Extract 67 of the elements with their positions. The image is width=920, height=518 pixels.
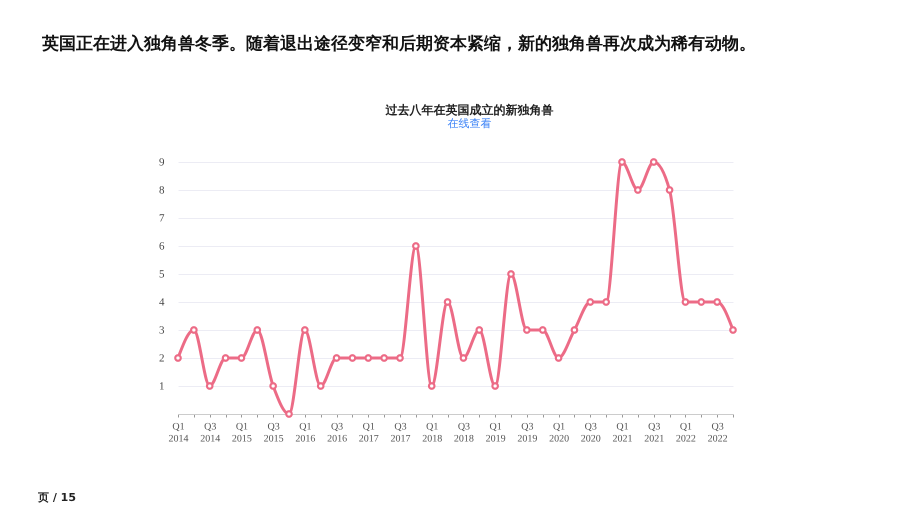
- point: [269, 382, 277, 390]
- y-tick-label: 1: [159, 380, 164, 392]
- x-tick-label: Q1 2018: [422, 422, 442, 444]
- x-tick-label: Q3 2017: [390, 422, 410, 444]
- chart-subtitle: 在线查看: [448, 117, 492, 130]
- point: [729, 326, 737, 334]
- x-tick-label: Q1 2017: [358, 422, 379, 444]
- point: [428, 382, 436, 390]
- point: [523, 326, 531, 334]
- point: [348, 354, 356, 362]
- point: [174, 354, 182, 362]
- point: [285, 410, 293, 418]
- x-tick-label: Q1 2022: [676, 422, 696, 444]
- x-tick-label: Q3 2020: [580, 422, 601, 444]
- x-tick-label: Q3 2014: [200, 422, 220, 444]
- y-tick-label: 7: [159, 212, 165, 224]
- x-tick-label: Q1 2016: [295, 422, 316, 444]
- text: 页 / 15: [37, 491, 76, 504]
- text: 英国正在进入独角兽冬季。随着退出途径变窄和后期资本紧缩，新的独角兽再次成为稀有动物。: [41, 34, 756, 54]
- x-tick-label: Q3 2019: [517, 422, 538, 444]
- point: [586, 298, 594, 306]
- point: [253, 326, 262, 334]
- point: [316, 382, 325, 390]
- point: [412, 242, 420, 250]
- point: [538, 326, 547, 334]
- point: [332, 354, 340, 362]
- point: [682, 298, 690, 306]
- point: [190, 326, 198, 334]
- y-tick-label: 5: [159, 268, 165, 280]
- point: [618, 158, 626, 166]
- point: [570, 326, 578, 334]
- x-tick-label: Q1 2014: [168, 422, 188, 444]
- y-tick-label: 9: [159, 156, 165, 168]
- x-tick-label: Q1 2015: [232, 422, 252, 444]
- x-tick-label: Q1 2019: [486, 422, 506, 444]
- point: [206, 382, 214, 390]
- point: [396, 354, 404, 362]
- y-tick-label: 2: [159, 352, 164, 364]
- point: [634, 186, 642, 194]
- x-tick-label: Q3 2015: [264, 422, 284, 444]
- x-tick-label: Q1 2021: [612, 422, 632, 444]
- point: [222, 354, 230, 362]
- point: [364, 354, 372, 362]
- chart-title: 过去八年在英国成立的新独角兽: [384, 103, 554, 117]
- x-tick-label: Q3 2022: [708, 422, 728, 444]
- y-tick-label: 6: [159, 240, 165, 252]
- x-tick-label: Q1 2020: [549, 422, 570, 444]
- y-tick-label: 8: [159, 184, 165, 196]
- point: [650, 158, 658, 166]
- point: [380, 354, 388, 362]
- y-tick-label: 4: [159, 296, 165, 308]
- point: [444, 298, 452, 306]
- point: [491, 382, 499, 390]
- point: [554, 354, 562, 362]
- point: [475, 326, 484, 334]
- x-tick-label: Q3 2018: [454, 422, 474, 444]
- point: [602, 298, 610, 306]
- point: [713, 298, 721, 306]
- y-tick-label: 3: [159, 324, 165, 336]
- point: [666, 186, 674, 194]
- x-tick-label: Q3 2021: [644, 422, 664, 444]
- x-tick-label: Q3 2016: [327, 422, 348, 444]
- point: [301, 326, 309, 334]
- point: [697, 298, 706, 306]
- point: [238, 354, 246, 362]
- point: [460, 354, 468, 362]
- point: [507, 270, 515, 278]
